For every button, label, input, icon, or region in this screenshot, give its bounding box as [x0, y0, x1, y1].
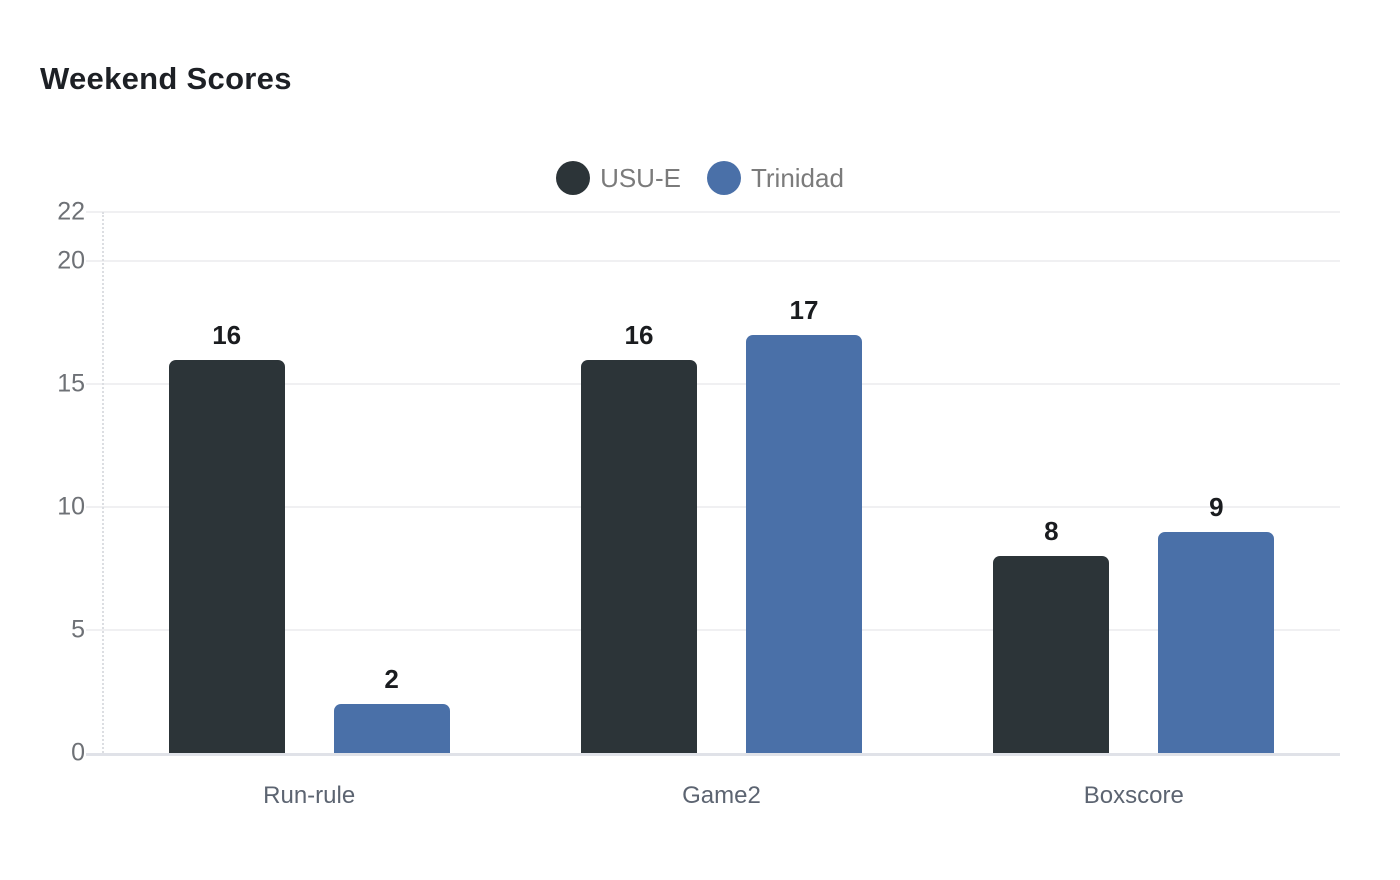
bar-usu-e-run-rule[interactable] — [168, 359, 285, 753]
bar-value-label: 16 — [624, 319, 654, 350]
bar-usu-e-game2[interactable] — [580, 359, 697, 753]
bar-group-run-rule: 16 2 — [103, 212, 515, 753]
y-tick-label: 22 — [57, 197, 85, 226]
gridline — [86, 753, 1340, 756]
legend-item-usu-e[interactable]: USU-E — [556, 161, 681, 195]
bar-column: 8 — [993, 516, 1110, 753]
legend: USU-E Trinidad — [0, 161, 1400, 195]
bar-value-label: 2 — [384, 663, 399, 694]
x-category-label-boxscore: Boxscore — [1083, 782, 1184, 809]
gridline — [86, 260, 1340, 263]
y-tick-label: 10 — [57, 492, 85, 521]
legend-swatch-icon — [706, 161, 741, 195]
legend-item-label: Trinidad — [750, 162, 844, 193]
bar-column: 2 — [333, 663, 450, 753]
bar-value-label: 9 — [1209, 491, 1224, 522]
legend-swatch-icon — [556, 161, 591, 195]
bar-value-label: 16 — [212, 319, 242, 350]
bar-usu-e-boxscore[interactable] — [993, 556, 1110, 753]
gridline — [86, 629, 1340, 632]
plot-area: 0 5 10 15 20 22 16 2 16 17 8 9 Run-rule Game2 Boxsco… — [57, 198, 1340, 809]
y-tick-label: 15 — [57, 369, 85, 398]
bar-value-label: 8 — [1044, 516, 1059, 547]
y-tick-label: 20 — [57, 246, 85, 275]
chart-title: Weekend Scores — [40, 61, 292, 96]
gridline — [86, 211, 1340, 213]
bar-group-game2: 16 17 — [515, 212, 927, 753]
x-category-label-game2: Game2 — [682, 782, 761, 809]
legend-item-label: USU-E — [600, 162, 681, 193]
y-tick-label: 5 — [71, 615, 85, 644]
bar-column: 9 — [1158, 491, 1275, 753]
bar-groups: 16 2 16 17 8 9 — [103, 212, 1340, 753]
gridline — [86, 383, 1340, 386]
bar-trinidad-boxscore[interactable] — [1158, 531, 1275, 753]
bar-column: 16 — [580, 319, 697, 753]
legend-item-trinidad[interactable]: Trinidad — [706, 161, 844, 195]
gridline — [86, 506, 1340, 509]
bar-value-label: 17 — [789, 294, 819, 325]
y-axis-line — [102, 212, 104, 753]
x-axis-labels: Run-rule Game2 Boxscore — [103, 753, 1340, 810]
bar-trinidad-run-rule[interactable] — [333, 703, 450, 753]
bar-column: 17 — [745, 294, 862, 753]
bar-trinidad-game2[interactable] — [745, 334, 862, 753]
y-tick-label: 0 — [71, 738, 85, 767]
x-category-label-run-rule: Run-rule — [263, 782, 356, 809]
bar-column: 16 — [168, 319, 285, 753]
